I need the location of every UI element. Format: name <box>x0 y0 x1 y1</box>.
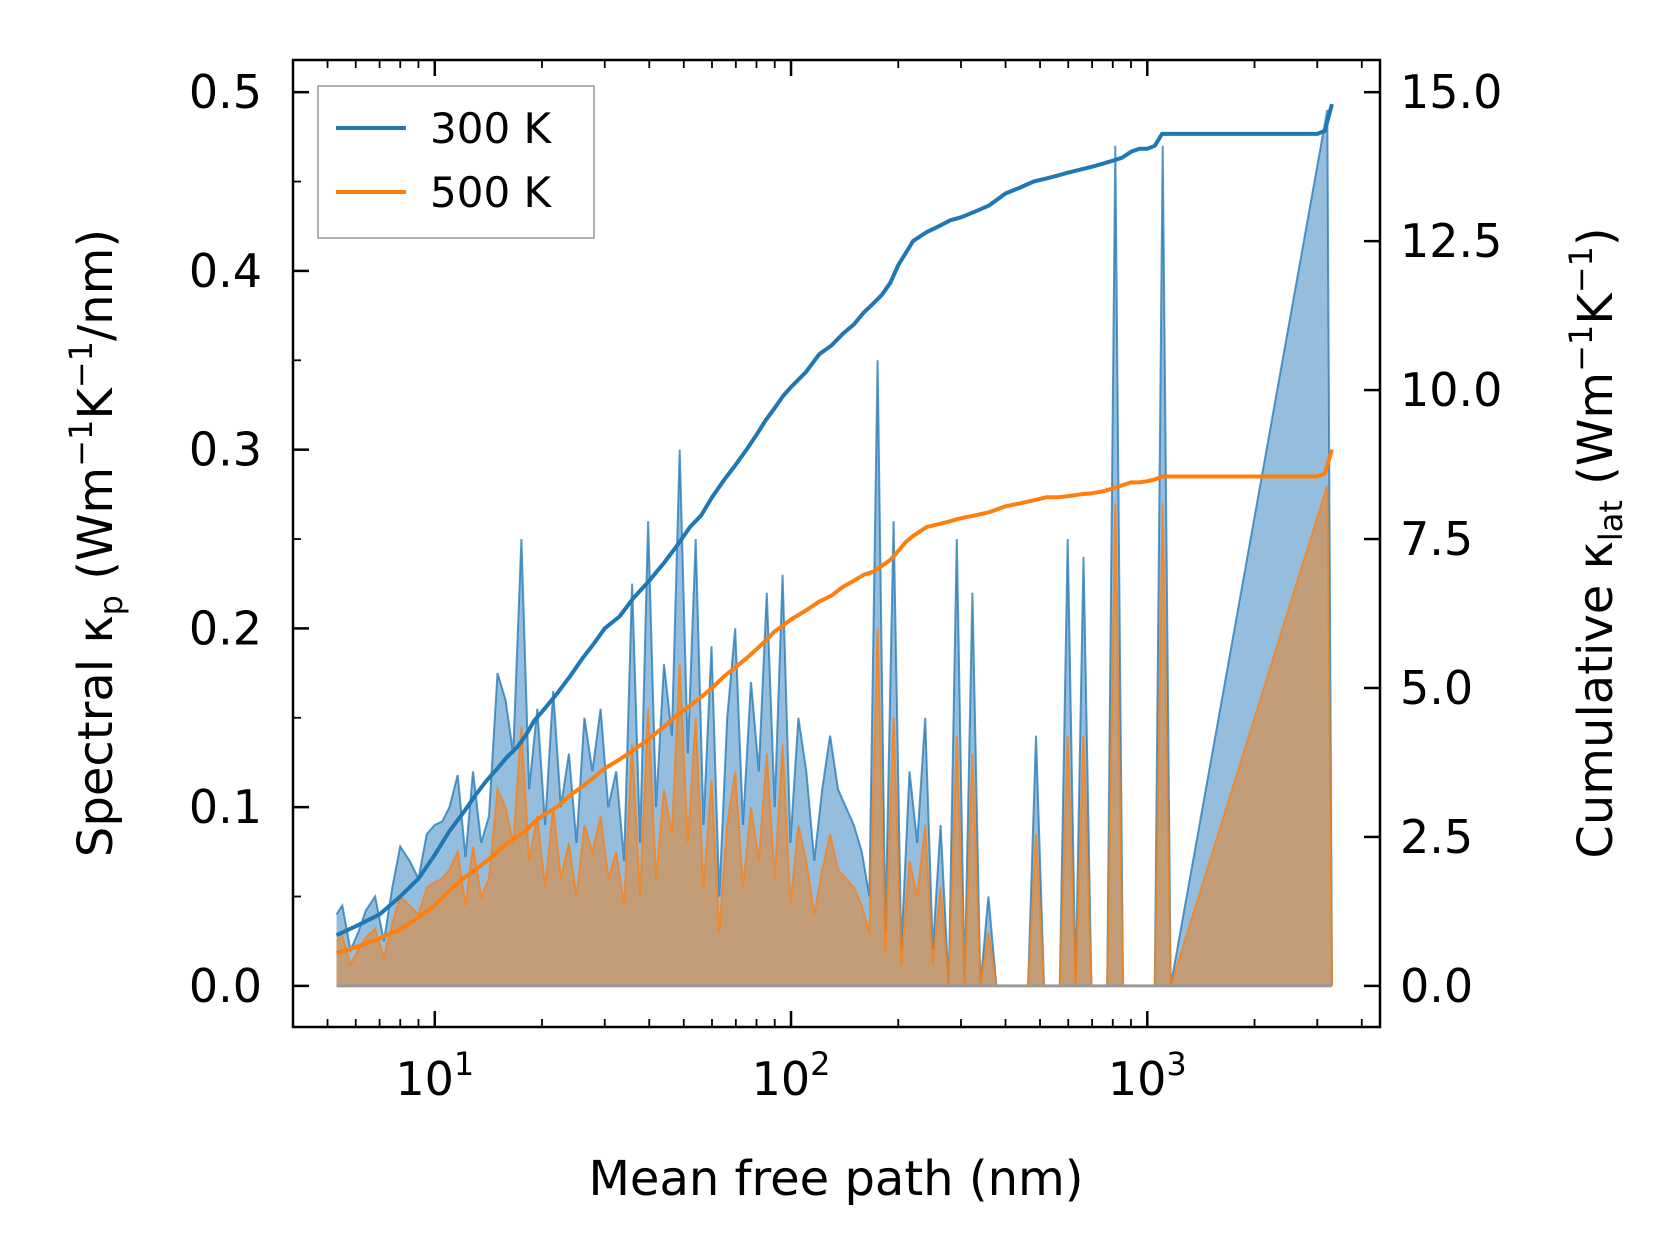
plot-layer <box>335 103 1334 988</box>
x-tick-label-base: 10 <box>395 1052 454 1106</box>
y-right-tick-label: 7.5 <box>1400 512 1473 566</box>
cumulative-line-500k <box>335 449 1334 956</box>
y-left-label-unit-a: (Wm <box>68 467 124 595</box>
x-tick-label-base: 10 <box>1108 1052 1167 1106</box>
x-tick-label: 102 <box>752 1045 831 1106</box>
x-tick-label: 101 <box>395 1045 474 1106</box>
spectral-area-500k <box>336 485 1332 986</box>
y-right-label-exp-b: −1 <box>1562 246 1600 293</box>
y-right-label-prefix: Cumulative κ <box>1568 541 1624 859</box>
x-tick-label-exp: 1 <box>454 1045 474 1083</box>
legend: 300 K 500 K <box>317 85 595 239</box>
plot-frame <box>291 58 1382 1029</box>
y-left-label-exp-b: −1 <box>62 341 100 388</box>
y-left-label-unit-c: /nm) <box>68 229 124 341</box>
y-right-tick-label: 5.0 <box>1400 661 1473 715</box>
y-right-label-exp-a: −1 <box>1562 325 1600 372</box>
cumulative-line-300k <box>335 103 1334 938</box>
y-left-label-exp-a: −1 <box>62 420 100 467</box>
y-right-label-unit-b: K <box>1568 292 1624 325</box>
y-right-tick-label: 10.0 <box>1400 363 1502 417</box>
y-left-tick-label: 0.1 <box>189 780 262 834</box>
x-tick-label-exp: 2 <box>810 1045 830 1083</box>
x-tick-label-exp: 3 <box>1166 1045 1186 1083</box>
x-tick-label-base: 10 <box>752 1052 811 1106</box>
y-right-tick-label: 2.5 <box>1400 810 1473 864</box>
legend-label-300k: 300 K <box>430 104 553 153</box>
y-left-axis-label: Spectral κp (Wm−1K−1/nm) <box>62 229 130 857</box>
y-left-label-sub: p <box>92 595 130 615</box>
y-left-tick-label: 0.4 <box>189 244 262 298</box>
y-right-label-unit-c: ) <box>1568 227 1624 246</box>
y-right-tick-label: 15.0 <box>1400 65 1502 119</box>
y-left-label-prefix: Spectral κ <box>68 615 124 857</box>
y-right-label-sub: lat <box>1592 500 1630 541</box>
legend-label-500k: 500 K <box>430 168 553 217</box>
y-right-label-unit-a: (Wm <box>1568 372 1624 500</box>
y-left-tick-label: 0.5 <box>189 65 262 119</box>
y-right-axis-label: Cumulative κlat (Wm−1K−1) <box>1562 227 1630 858</box>
y-left-tick-label: 0.3 <box>189 423 262 477</box>
x-axis-label: Mean free path (nm) <box>589 1151 1084 1207</box>
x-tick-label: 103 <box>1108 1045 1187 1106</box>
legend-box <box>317 85 595 239</box>
y-left-tick-label: 0.0 <box>189 959 262 1013</box>
y-left-tick-label: 0.2 <box>189 601 262 655</box>
y-left-label-unit-b: K <box>68 387 124 420</box>
ticks-layer: 101 102 1030.00.10.20.30.40.50.02.55.07.51… <box>189 60 1502 1106</box>
y-right-tick-label: 12.5 <box>1400 214 1502 268</box>
y-right-tick-label: 0.0 <box>1400 959 1473 1013</box>
